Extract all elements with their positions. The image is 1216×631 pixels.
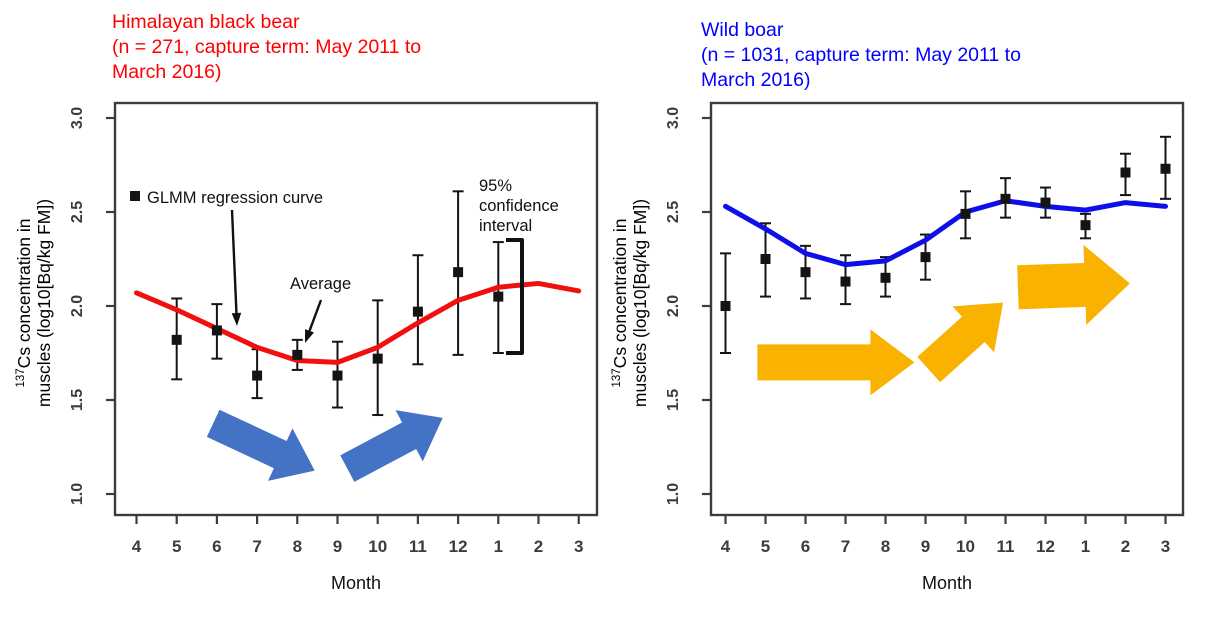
data-point-square: [171, 334, 182, 345]
glmm-legend-label: GLMM regression curve: [147, 189, 323, 207]
himalayan-black-bear-panel: 3.02.52.01.51.04 5 6 7 8 9 10 11 12 1 2 3Month137Cs…: [14, 101, 599, 593]
trend-arrow: [340, 410, 443, 482]
y-tick-label: 1.0: [665, 483, 682, 505]
data-point-square: [1000, 193, 1011, 204]
y-tick-label: 1.0: [69, 483, 86, 505]
data-point-square: [1120, 167, 1131, 178]
left-chart-title-line1: Himalayan black bear: [112, 11, 300, 33]
trend-arrow: [1017, 244, 1130, 325]
regression-curve: [134, 280, 582, 365]
data-point-square: [1040, 197, 1051, 208]
trend-arrow: [206, 409, 315, 481]
data-point-square: [800, 267, 811, 278]
y-tick-label: 1.5: [69, 389, 86, 411]
right-chart-title-line3: March 2016): [701, 69, 811, 91]
glmm-legend-marker: [130, 191, 140, 201]
y-tick-label: 1.5: [665, 389, 682, 411]
x-tick-label: 1: [1081, 537, 1090, 556]
data-point-square: [960, 208, 971, 219]
x-tick-label: 3: [1161, 537, 1170, 556]
y-tick-label: 2.5: [665, 201, 682, 223]
y-tick-label: 2.0: [69, 295, 86, 317]
x-tick-label: 7: [252, 537, 261, 556]
data-point-square: [493, 291, 504, 302]
ci-label: confidence: [479, 197, 559, 215]
x-tick-label: 1: [494, 537, 503, 556]
y-axis-title: 137Cs concentration in: [14, 219, 34, 388]
x-tick-label: 12: [449, 537, 468, 556]
x-tick-label: 4: [132, 537, 142, 556]
y-axis-title: muscles (log10[Bq/kg FM]): [34, 199, 54, 407]
plot-frame: [709, 101, 1185, 517]
left-chart-title-line2: (n = 271, capture term: May 2011 to: [112, 36, 422, 58]
data-point-square: [880, 272, 891, 283]
x-tick-label: 9: [921, 537, 930, 556]
x-tick-label: 8: [293, 537, 302, 556]
data-point-square: [412, 306, 423, 317]
y-tick-label: 2.0: [665, 295, 682, 317]
x-tick-label: 6: [212, 537, 221, 556]
data-point-square: [760, 254, 771, 264]
glmm-arrow-head: [231, 312, 242, 326]
x-tick-label: 5: [172, 537, 181, 556]
x-axis-title: Month: [331, 573, 381, 593]
left-chart-title: Himalayan black bear (n = 271, capture t…: [112, 10, 421, 85]
data-point-square: [1080, 220, 1091, 231]
ci-label: 95%: [479, 177, 512, 195]
data-point-square: [252, 370, 263, 381]
wild-boar-panel: 3.02.52.01.51.04 5 6 7 8 9 10 11 12 1 2 3Month137Cs…: [610, 101, 1185, 593]
data-point-square: [453, 267, 464, 278]
right-chart-title: Wild boar (n = 1031, capture term: May 2…: [701, 18, 1021, 93]
x-tick-label: 8: [881, 537, 890, 556]
y-axis-title: 137Cs concentration in: [610, 219, 630, 388]
x-tick-label: 12: [1036, 537, 1055, 556]
x-tick-label: 10: [368, 537, 387, 556]
data-point-square: [920, 252, 931, 263]
trend-arrow: [757, 329, 915, 396]
y-axis-title: muscles (log10[Bq/kg FM]): [630, 199, 650, 407]
y-tick-label: 2.5: [69, 201, 86, 223]
ci-label: interval: [479, 217, 532, 235]
x-tick-label: 2: [1121, 537, 1130, 556]
data-point-square: [720, 301, 731, 311]
average-label: Average: [290, 275, 351, 293]
plot-frame: [113, 101, 599, 517]
y-tick-label: 3.0: [69, 107, 86, 129]
right-chart-title-line1: Wild boar: [701, 19, 784, 41]
data-point-square: [332, 370, 343, 381]
ci-bracket: [506, 238, 524, 355]
x-tick-label: 11: [997, 537, 1015, 556]
regression-curve: [723, 198, 1168, 268]
trend-arrow: [917, 302, 1004, 383]
x-tick-label: 5: [761, 537, 770, 556]
x-tick-label: 2: [534, 537, 543, 556]
x-tick-label: 4: [721, 537, 731, 556]
x-axis-title: Month: [922, 573, 972, 593]
average-arrow: [308, 299, 323, 332]
x-tick-label: 9: [333, 537, 342, 556]
left-chart-title-line3: March 2016): [112, 61, 222, 83]
data-point-square: [292, 349, 303, 360]
x-tick-label: 6: [801, 537, 810, 556]
x-tick-label: 10: [956, 537, 975, 556]
data-point-square: [372, 353, 383, 364]
y-tick-label: 3.0: [665, 107, 682, 129]
glmm-arrow: [230, 209, 238, 314]
x-tick-label: 3: [574, 537, 583, 556]
x-tick-label: 11: [409, 537, 427, 556]
x-tick-label: 7: [841, 537, 850, 556]
data-point-square: [1160, 163, 1171, 174]
data-point-square: [211, 325, 222, 336]
right-chart-title-line2: (n = 1031, capture term: May 2011 to: [701, 44, 1021, 66]
average-arrow-head: [305, 329, 314, 343]
data-point-square: [840, 276, 851, 287]
